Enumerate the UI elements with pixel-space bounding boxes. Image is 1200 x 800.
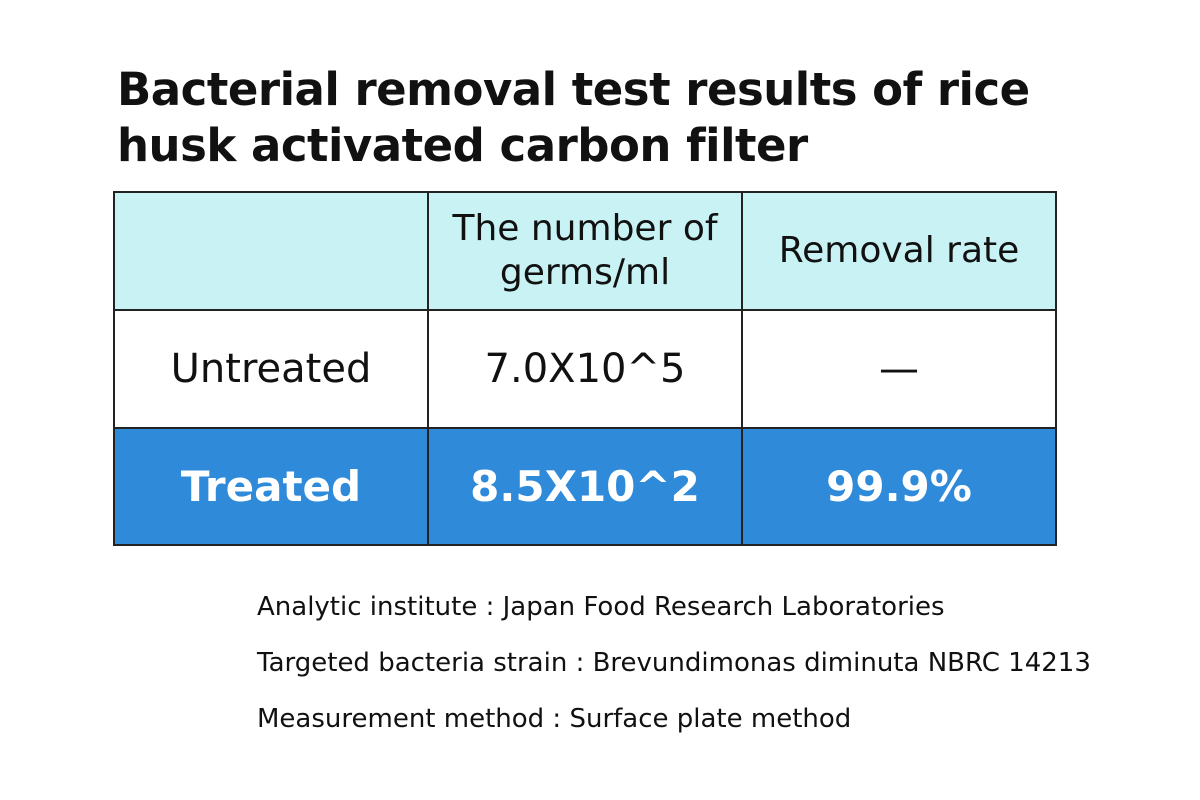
header-cell: Removal rate — [741, 191, 1057, 311]
row: Treated 8.5X10^2 99.9% — [113, 427, 1057, 546]
cell: — — [741, 309, 1057, 429]
cell: 7.0X10^5 — [427, 309, 743, 429]
note: Measurement method : Surface plate metho… — [257, 704, 852, 734]
header-cell — [113, 191, 429, 311]
note: Analytic institute : Japan Food Research… — [257, 592, 945, 622]
title: Bacterial removal test results of rice h… — [117, 63, 1030, 172]
header-row: The number of germs/ml Removal rate — [113, 191, 1057, 311]
cell: 8.5X10^2 — [427, 427, 743, 546]
cell: 99.9% — [741, 427, 1057, 546]
cell: Treated — [113, 427, 429, 546]
results-table: The number of germs/ml Removal rate Untr… — [113, 191, 1057, 546]
header-cell: The number of germs/ml — [427, 191, 743, 311]
note: Targeted bacteria strain : Brevundimonas… — [257, 648, 1091, 678]
cell: Untreated — [113, 309, 429, 429]
row: Untreated 7.0X10^5 — — [113, 309, 1057, 429]
